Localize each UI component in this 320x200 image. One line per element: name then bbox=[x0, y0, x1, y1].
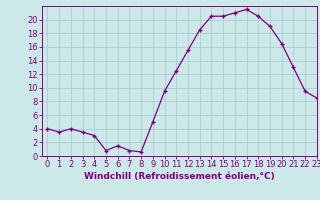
X-axis label: Windchill (Refroidissement éolien,°C): Windchill (Refroidissement éolien,°C) bbox=[84, 172, 275, 181]
